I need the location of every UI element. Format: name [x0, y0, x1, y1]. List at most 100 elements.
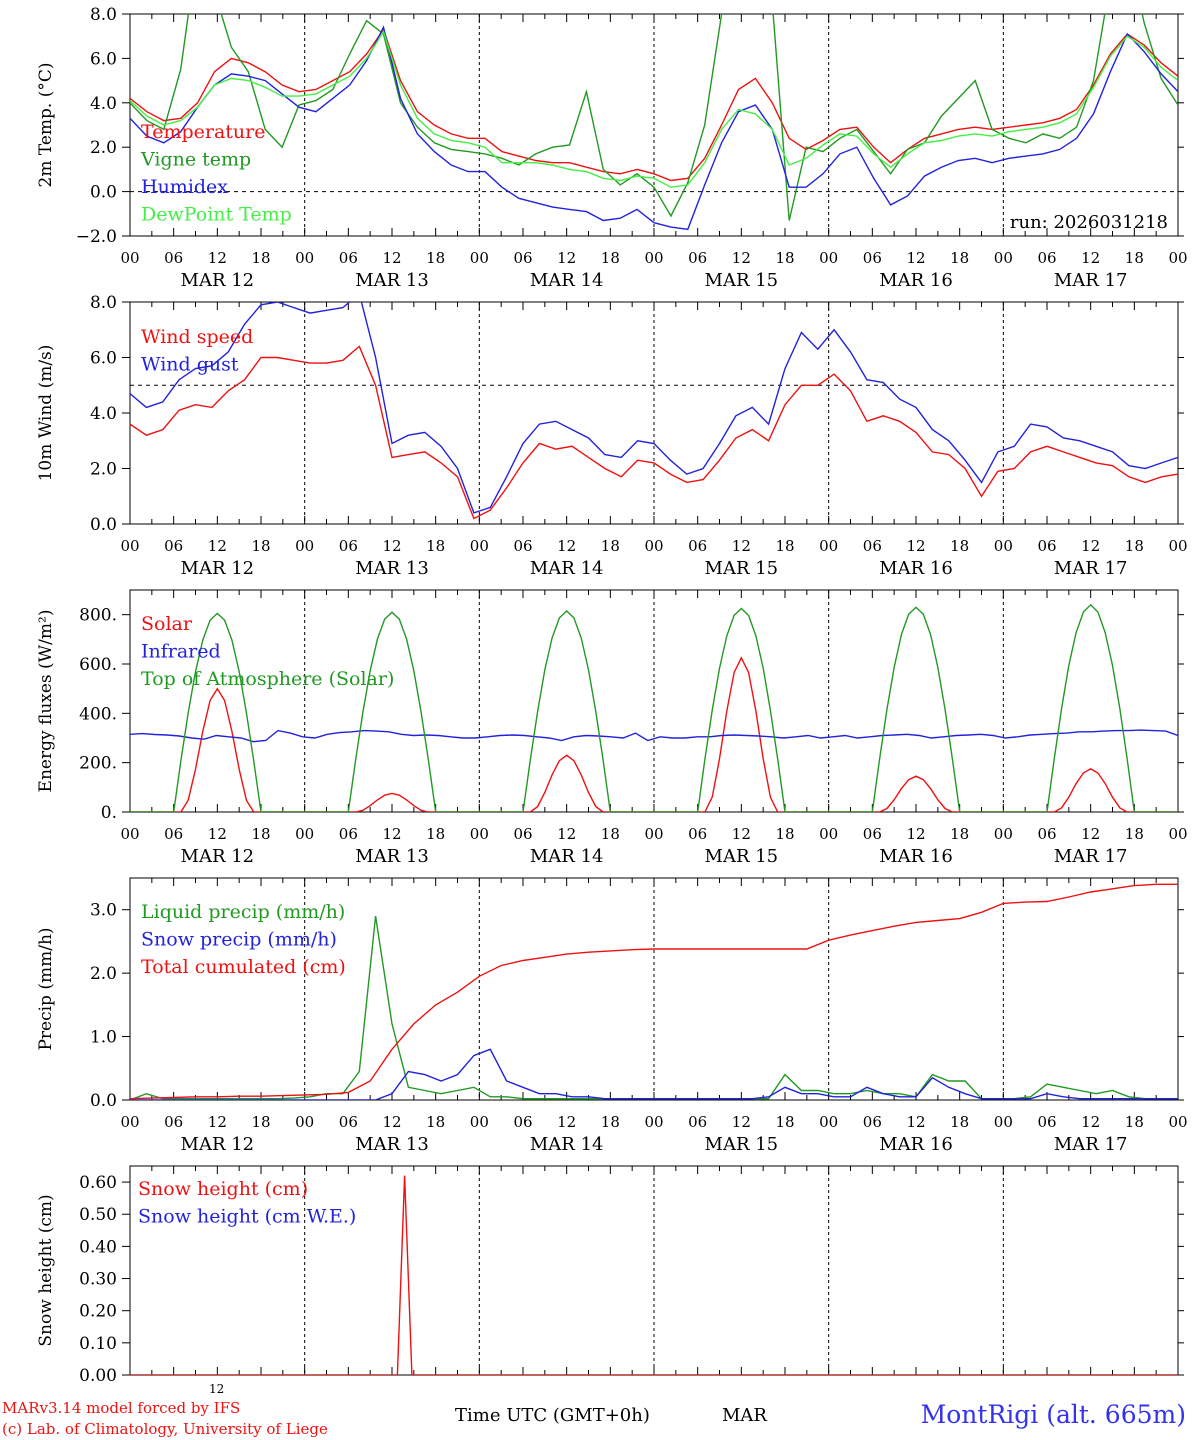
y-tick-label: 0.: [101, 803, 117, 823]
x-tick-label: 06: [1037, 249, 1056, 267]
y-tick-label: 0.0: [90, 515, 117, 535]
y-tick-label: 800.: [79, 606, 117, 626]
series-line-dewpoint-temp: [130, 30, 1178, 188]
y-tick-label: 3.0: [90, 901, 117, 921]
x-tick-label: 12: [382, 1113, 401, 1131]
y-tick-label: 8.0: [90, 293, 117, 313]
x-tick-label: 00: [295, 537, 314, 555]
y-tick-label: 200.: [79, 754, 117, 774]
day-label: MAR 15: [705, 1134, 779, 1155]
x-tick-label: 06: [164, 537, 183, 555]
x-tick-label: 00: [819, 825, 838, 843]
day-label: MAR 12: [181, 558, 255, 579]
run-label: run: 2026031218: [1010, 212, 1168, 233]
y-tick-label: 400.: [79, 704, 117, 724]
x-tick-label: 06: [164, 249, 183, 267]
y-tick-label: 4.0: [90, 94, 117, 114]
month-label: MAR: [722, 1405, 767, 1426]
y-tick-label: 2.0: [90, 138, 117, 158]
series-line-wind-gust: [130, 302, 1178, 514]
series-line-infrared: [130, 729, 1178, 743]
x-tick-label: 00: [470, 249, 489, 267]
x-tick-label: 00: [994, 249, 1013, 267]
x-tick-label: 12: [382, 825, 401, 843]
x-tick-label: 18: [601, 825, 620, 843]
day-label: MAR 15: [705, 558, 779, 579]
x-tick-label: 00: [470, 1113, 489, 1131]
day-label: MAR 14: [530, 846, 604, 867]
y-tick-label: 600.: [79, 655, 117, 675]
y-tick-label: 0.40: [79, 1237, 117, 1257]
legend-entry: Vigne temp: [140, 149, 251, 171]
day-label: MAR 17: [1054, 270, 1128, 291]
x-tick-label: 18: [601, 1113, 620, 1131]
day-label: MAR 15: [705, 846, 779, 867]
x-tick-label: 12: [732, 825, 751, 843]
day-label: MAR 14: [530, 1134, 604, 1155]
x-tick-label: 12: [906, 249, 925, 267]
x-tick-label: 12: [732, 537, 751, 555]
x-tick-label: 00: [1168, 825, 1187, 843]
x-tick-label: 18: [950, 825, 969, 843]
day-label: MAR 16: [879, 846, 953, 867]
x-tick-label: 12: [382, 249, 401, 267]
day-label: MAR 13: [355, 270, 429, 291]
series-line-vigne-temp: [130, 14, 1178, 221]
x-tick-label: 18: [1125, 1113, 1144, 1131]
legend-entry: Snow height (cm): [138, 1178, 308, 1200]
x-tick-label: 06: [339, 825, 358, 843]
legend-entry: Snow precip (mm/h): [141, 929, 337, 951]
y-tick-label: 0.0: [90, 1091, 117, 1111]
legend-entry: DewPoint Temp: [141, 204, 292, 226]
y-axis-label: Precip (mm/h): [36, 927, 56, 1050]
y-axis-label: 2m Temp. (°C): [36, 62, 56, 187]
x-tick-label: 00: [994, 825, 1013, 843]
x-tick-label: 12: [557, 537, 576, 555]
day-label: MAR 12: [181, 846, 255, 867]
x-tick-label: 12: [732, 249, 751, 267]
legend-entry: Infrared: [141, 641, 221, 663]
y-tick-label: 2.0: [90, 460, 117, 480]
x-tick-label: 06: [339, 537, 358, 555]
x-tick-label: 00: [644, 249, 663, 267]
y-axis-label: Snow height (cm): [36, 1194, 56, 1346]
y-axis-label: Energy fluxes (W/m²): [36, 610, 56, 793]
y-tick-label: 4.0: [90, 404, 117, 424]
y-tick-label: 0.0: [90, 183, 117, 203]
x-tick-label: 18: [950, 537, 969, 555]
legend-entry: Humidex: [141, 176, 228, 198]
legend-entry: Temperature: [141, 121, 265, 143]
x-tick-label: 12: [208, 537, 227, 555]
x-tick-label: 18: [1125, 537, 1144, 555]
x-tick-label: 12: [1081, 249, 1100, 267]
x-tick-label: 00: [819, 537, 838, 555]
x-tick-label: 12: [906, 537, 925, 555]
x-tick-label: 00: [295, 249, 314, 267]
x-tick-label: 00: [1168, 249, 1187, 267]
day-marker: 12: [209, 1382, 225, 1396]
legend-entry: Wind speed: [141, 326, 253, 348]
x-tick-label: 18: [950, 1113, 969, 1131]
station-name: MontRigi (alt. 665m): [920, 1400, 1186, 1429]
series-line-top-of-atmosphere-solar-: [130, 603, 1178, 812]
day-label: MAR 13: [355, 846, 429, 867]
x-tick-label: 00: [1168, 537, 1187, 555]
x-axis-title: Time UTC (GMT+0h): [455, 1405, 650, 1426]
x-tick-label: 18: [601, 249, 620, 267]
x-tick-label: 12: [557, 1113, 576, 1131]
x-tick-label: 06: [688, 1113, 707, 1131]
series-line-humidex: [130, 25, 1178, 231]
series-line-snow-precip-mm-h-: [130, 1048, 1178, 1100]
x-tick-label: 12: [906, 1113, 925, 1131]
x-tick-label: 00: [644, 537, 663, 555]
x-tick-label: 06: [688, 249, 707, 267]
x-tick-label: 18: [950, 249, 969, 267]
day-label: MAR 17: [1054, 1134, 1128, 1155]
x-tick-label: 18: [426, 825, 445, 843]
x-tick-label: 06: [863, 825, 882, 843]
x-tick-label: 18: [1125, 825, 1144, 843]
day-label: MAR 17: [1054, 846, 1128, 867]
x-tick-label: 12: [208, 825, 227, 843]
x-tick-label: 12: [1081, 825, 1100, 843]
x-tick-label: 06: [688, 825, 707, 843]
